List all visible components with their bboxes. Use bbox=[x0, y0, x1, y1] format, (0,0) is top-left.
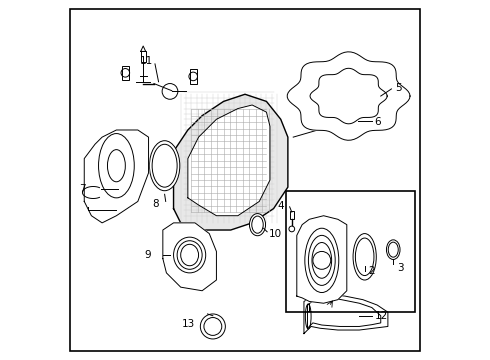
Polygon shape bbox=[173, 94, 288, 230]
Text: 3: 3 bbox=[397, 262, 403, 273]
Polygon shape bbox=[163, 223, 217, 291]
Bar bbox=[190, 69, 197, 84]
Ellipse shape bbox=[387, 240, 400, 260]
Text: 13: 13 bbox=[182, 319, 195, 329]
Text: 11: 11 bbox=[140, 57, 153, 66]
Text: 6: 6 bbox=[374, 117, 381, 127]
Bar bbox=[290, 211, 294, 219]
Text: 4: 4 bbox=[277, 201, 284, 211]
Bar bbox=[141, 51, 146, 62]
Text: 5: 5 bbox=[395, 83, 402, 93]
Text: 2: 2 bbox=[368, 266, 375, 276]
Circle shape bbox=[289, 226, 294, 232]
Text: 1: 1 bbox=[306, 304, 313, 314]
Polygon shape bbox=[297, 216, 347, 303]
Text: 12: 12 bbox=[374, 311, 388, 321]
Polygon shape bbox=[188, 105, 270, 216]
Bar bbox=[122, 66, 129, 80]
Bar bbox=[286, 191, 415, 312]
Polygon shape bbox=[84, 130, 148, 223]
Polygon shape bbox=[304, 294, 388, 334]
Text: 8: 8 bbox=[153, 199, 159, 209]
Text: 10: 10 bbox=[270, 229, 282, 239]
Circle shape bbox=[200, 314, 225, 339]
Text: 9: 9 bbox=[145, 250, 151, 260]
Ellipse shape bbox=[249, 213, 266, 236]
Ellipse shape bbox=[149, 141, 180, 191]
Text: 7: 7 bbox=[79, 184, 86, 194]
Ellipse shape bbox=[353, 234, 376, 280]
Polygon shape bbox=[287, 52, 410, 140]
